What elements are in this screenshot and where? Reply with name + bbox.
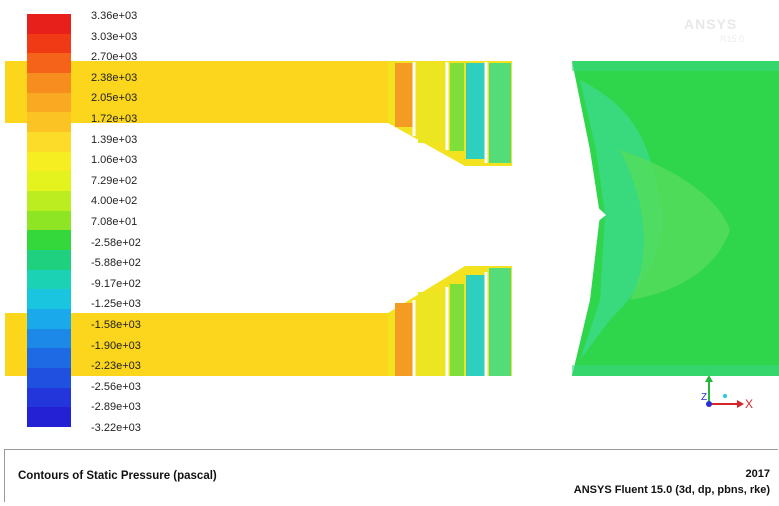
colorbar-label: 1.39e+03 (91, 133, 138, 146)
colorbar-swatch (27, 191, 71, 212)
chamber-notch (590, 200, 606, 228)
lower-vane-orange (395, 303, 415, 376)
colorbar-swatch (27, 348, 71, 369)
colorbar-swatch (27, 368, 71, 389)
lower-vane-green (450, 284, 464, 376)
software-version: ANSYS Fluent 15.0 (3d, dp, pbns, rke) (573, 484, 770, 496)
upper-vane-cyan (466, 63, 486, 159)
colorbar-swatch (27, 309, 71, 330)
colorbar-label: 7.29e+02 (91, 174, 138, 187)
chamber-mid-band (620, 150, 730, 300)
colorbar-swatch (27, 210, 71, 231)
colorbar-swatch (27, 289, 71, 310)
colorbar-label: -2.23e+03 (91, 360, 141, 373)
colorbar-label: -5.88e+02 (91, 257, 141, 270)
colorbar-swatch (27, 33, 71, 54)
colorbar-swatch (27, 230, 71, 251)
graphics-viewport[interactable]: ANSYS R15.0 X Z 3.36e+03 3.03e+03 2.70e+03… (0, 0, 779, 440)
colorbar-label: -1.25e+03 (91, 298, 141, 311)
upper-vane-orange (395, 63, 415, 127)
colorbar-swatch (27, 171, 71, 192)
plot-footer: Contours of Static Pressure (pascal) 201… (4, 449, 778, 502)
triad-y-arrow (705, 375, 713, 382)
colorbar-swatch (27, 132, 71, 153)
colorbar-label: 2.38e+03 (91, 71, 138, 84)
lower-vane-cyan (466, 275, 486, 376)
colorbar-swatch (27, 73, 71, 94)
triad-cyan-dot (723, 394, 727, 398)
colorbar-label: -3.22e+03 (91, 422, 141, 434)
colorbar-label: -2.89e+03 (91, 401, 141, 414)
colorbar-swatch (27, 269, 71, 290)
colorbar-swatch (27, 328, 71, 349)
colorbar (27, 14, 71, 428)
colorbar-label: -2.58e+02 (91, 236, 141, 249)
colorbar-swatch (27, 14, 71, 35)
plot-year: 2017 (745, 468, 770, 480)
colorbar-label: -1.90e+03 (91, 339, 141, 352)
colorbar-swatch (27, 92, 71, 113)
upper-vane-yellow (418, 63, 446, 143)
colorbar-swatch (27, 53, 71, 74)
colorbar-label: 1.72e+03 (91, 113, 138, 125)
colorbar-label: 4.00e+02 (91, 195, 138, 208)
colorbar-label: 1.06e+03 (91, 154, 138, 167)
colorbar-label: 2.70e+03 (91, 51, 138, 64)
upper-vane-green (450, 63, 464, 151)
plot-title: Contours of Static Pressure (pascal) (18, 470, 217, 482)
colorbar-swatch (27, 407, 71, 428)
colorbar-swatch (27, 151, 71, 172)
colorbar-label: 7.08e+01 (91, 216, 138, 228)
colorbar-swatch (27, 112, 71, 133)
triad-z-label: Z (701, 392, 707, 403)
colorbar-label: 3.03e+03 (91, 30, 138, 43)
colorbar-label: -1.58e+03 (91, 319, 141, 331)
upper-vane-green-2 (489, 63, 511, 163)
ansys-watermark: ANSYS (684, 16, 738, 32)
colorbar-label: -2.56e+03 (91, 380, 141, 393)
colorbar-label: 3.36e+03 (91, 10, 138, 22)
axis-triad: X Z (701, 375, 753, 411)
chamber-top-edge (572, 61, 779, 71)
colorbar-label: -9.17e+02 (91, 277, 141, 290)
colorbar-label: 2.05e+03 (91, 92, 138, 105)
triad-origin (706, 401, 712, 407)
triad-x-arrow (737, 400, 744, 408)
lower-vane-yellow (418, 292, 446, 376)
lower-vane-green-2 (489, 268, 511, 376)
chamber-bottom-edge (572, 365, 779, 376)
chamber-inner-band (580, 80, 663, 360)
triad-x-label: X (745, 397, 753, 411)
colorbar-swatch (27, 250, 71, 271)
ansys-watermark-version: R15.0 (720, 34, 745, 44)
colorbar-swatch (27, 387, 71, 408)
